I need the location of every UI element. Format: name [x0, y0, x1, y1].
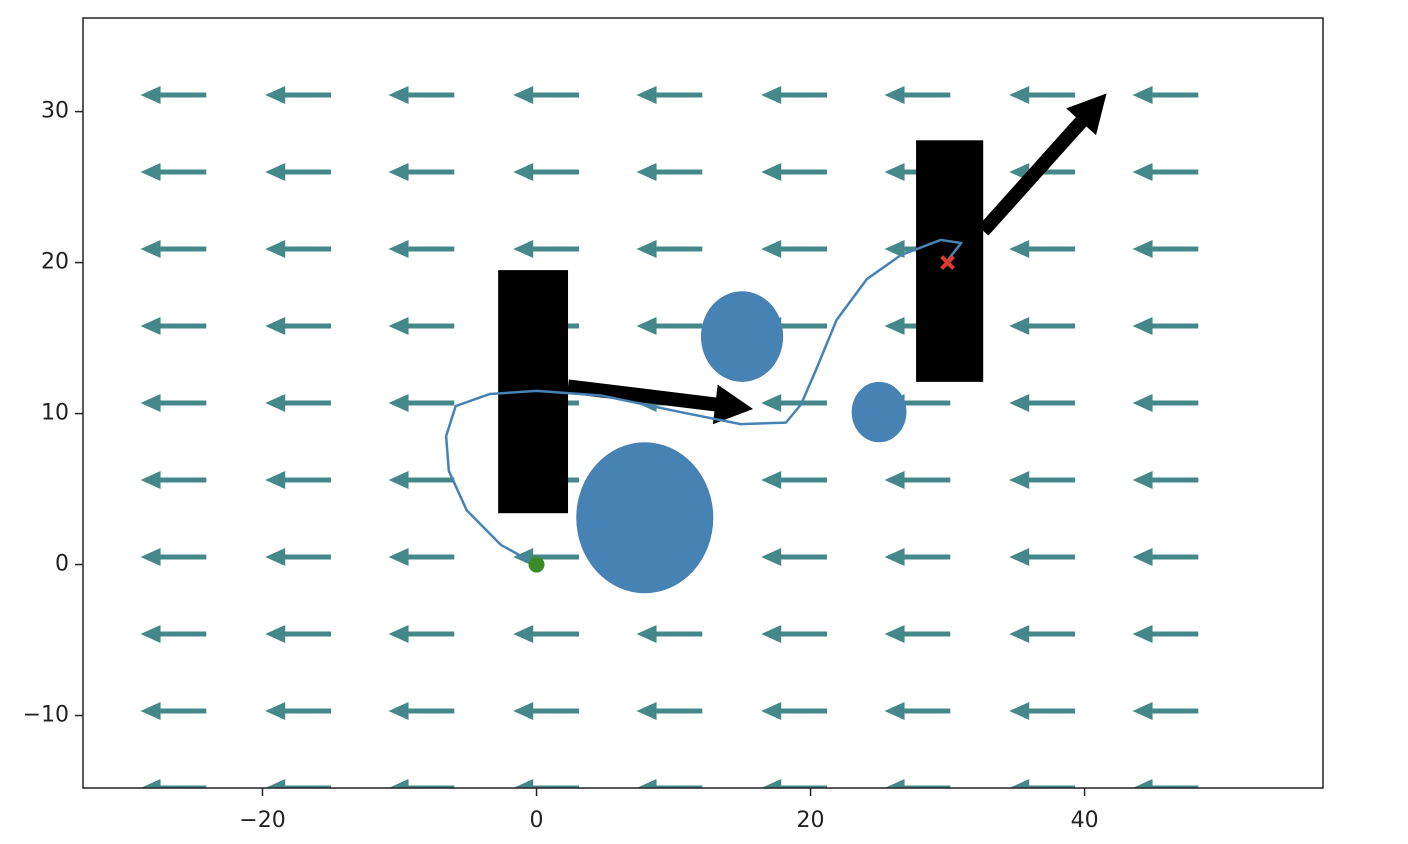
quiver-arrow: [140, 163, 207, 181]
quiver-arrow: [388, 779, 455, 788]
quiver-arrow: [761, 86, 827, 104]
quiver-arrow: [388, 240, 455, 258]
quiver-arrow: [761, 394, 827, 412]
y-tick-label: 10: [41, 401, 69, 426]
quiver-arrow: [884, 548, 951, 566]
quiver-arrow: [388, 394, 455, 412]
quiver-arrow: [636, 625, 703, 643]
quiver-arrow: [513, 625, 579, 643]
quiver-arrow: [265, 394, 331, 412]
obstacle-circle: [576, 442, 714, 594]
quiver-arrow: [636, 163, 703, 181]
quiver-arrow: [761, 548, 827, 566]
trajectory: [444, 238, 963, 566]
quiver-arrow: [1009, 702, 1075, 720]
quiver-arrow: [388, 317, 455, 335]
quiver-arrow: [513, 779, 579, 788]
quiver-arrow: [140, 779, 207, 788]
start-point: [528, 556, 545, 573]
quiver-arrow: [761, 702, 827, 720]
plot-area: [140, 86, 1199, 788]
quiver-arrow: [265, 317, 331, 335]
y-tick-label: −10: [23, 703, 69, 728]
quiver-arrow: [1009, 548, 1075, 566]
quiver-arrow: [265, 240, 331, 258]
x-tick-label: 20: [797, 808, 825, 833]
quiver-arrow: [1009, 86, 1075, 104]
quiver-arrow: [140, 625, 207, 643]
quiver-arrow: [140, 317, 207, 335]
quiver-arrow: [1132, 625, 1199, 643]
quiver-arrow: [1132, 394, 1199, 412]
quiver-arrow: [1132, 548, 1199, 566]
quiver-arrow: [884, 702, 951, 720]
heading-arrow: [977, 93, 1107, 236]
quiver-arrow: [884, 779, 951, 788]
quiver-arrow: [884, 471, 951, 489]
quiver-arrow: [265, 779, 331, 788]
quiver-arrow: [513, 86, 579, 104]
quiver-arrow: [265, 625, 331, 643]
quiver-arrow: [1132, 702, 1199, 720]
quiver-arrow: [636, 779, 703, 788]
quiver-arrow: [265, 86, 331, 104]
quiver-arrow: [636, 86, 703, 104]
quiver-arrow: [761, 779, 827, 788]
quiver-arrow: [1009, 317, 1075, 335]
quiver-arrow: [140, 394, 207, 412]
quiver-arrow: [140, 702, 207, 720]
quiver-arrow: [140, 86, 207, 104]
quiver-arrow: [1009, 779, 1075, 788]
quiver-arrow: [636, 702, 703, 720]
quiver-arrow: [1009, 240, 1075, 258]
quiver-arrow: [761, 625, 827, 643]
quiver-arrow: [388, 625, 455, 643]
quiver-arrow: [140, 240, 207, 258]
y-tick-label: 30: [41, 99, 69, 124]
goal-point: [940, 255, 955, 271]
quiver-arrow: [140, 471, 207, 489]
obstacle-circle: [700, 291, 784, 382]
quiver-arrow: [1009, 394, 1075, 412]
quiver-arrow: [388, 702, 455, 720]
quiver-arrow: [140, 548, 207, 566]
quiver-arrow: [388, 471, 455, 489]
quiver-arrow: [636, 240, 703, 258]
quiver-arrow: [636, 317, 703, 335]
quiver-arrow: [1132, 779, 1199, 788]
quiver-arrow: [265, 548, 331, 566]
quiver-arrow: [265, 702, 331, 720]
axes-frame: [82, 17, 1324, 789]
quiver-arrow: [388, 548, 455, 566]
quiver-arrow: [761, 163, 827, 181]
obstacle-circle: [851, 381, 907, 443]
quiver-arrow: [884, 86, 951, 104]
quiver-arrow: [1009, 625, 1075, 643]
x-tick-label: −20: [239, 808, 285, 833]
quiver-arrow: [1132, 240, 1199, 258]
y-tick-label: 0: [55, 552, 69, 577]
quiver-arrow: [265, 163, 331, 181]
quiver-arrow: [1132, 471, 1199, 489]
quiver-arrow: [513, 163, 579, 181]
quiver-arrow: [1132, 86, 1199, 104]
quiver-arrow: [513, 240, 579, 258]
x-tick-label: 40: [1071, 808, 1099, 833]
quiver-arrow: [1009, 471, 1075, 489]
quiver-arrow: [265, 471, 331, 489]
quiver-arrow: [884, 625, 951, 643]
quiver-arrow: [388, 163, 455, 181]
quiver-arrow: [761, 471, 827, 489]
x-tick-label: 0: [530, 808, 544, 833]
quiver-arrow: [761, 240, 827, 258]
quiver-arrow: [513, 702, 579, 720]
y-tick-label: 20: [41, 250, 69, 275]
quiver-arrow: [388, 86, 455, 104]
quiver-arrow: [1132, 317, 1199, 335]
quiver-arrow: [1132, 163, 1199, 181]
heading-arrow: [567, 379, 754, 425]
